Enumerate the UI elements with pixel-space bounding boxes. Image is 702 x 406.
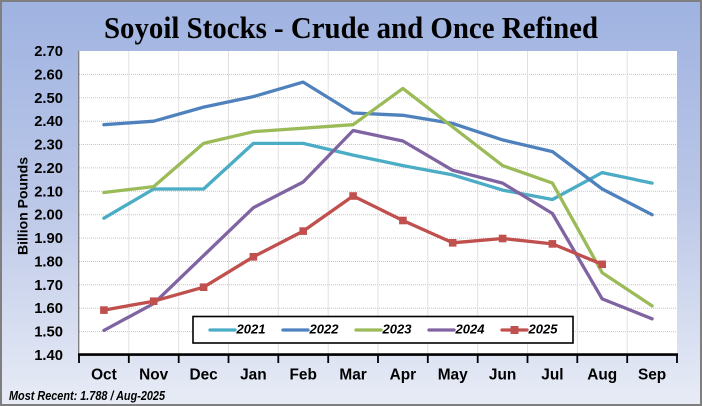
svg-text:2.10: 2.10 [34,184,63,200]
svg-text:Mar: Mar [339,367,366,384]
svg-text:2022: 2022 [309,321,340,336]
svg-text:2024: 2024 [455,321,486,336]
svg-text:1.40: 1.40 [34,348,63,364]
svg-text:2023: 2023 [382,321,413,336]
svg-text:Soyoil Stocks - Crude and Once: Soyoil Stocks - Crude and Once Refined [104,10,598,45]
svg-text:2.30: 2.30 [34,138,63,154]
svg-text:Apr: Apr [390,367,417,384]
svg-text:Billion Pounds: Billion Pounds [15,157,31,255]
svg-text:1.60: 1.60 [34,301,63,317]
svg-text:Sep: Sep [638,367,666,384]
svg-text:Nov: Nov [139,367,169,384]
svg-text:2.50: 2.50 [34,91,63,107]
svg-text:Aug: Aug [587,367,617,384]
svg-text:2.20: 2.20 [34,161,63,177]
svg-text:2.70: 2.70 [34,44,63,60]
svg-text:2.00: 2.00 [34,208,63,224]
svg-text:2.60: 2.60 [34,67,63,83]
svg-text:Dec: Dec [189,367,218,384]
svg-text:1.90: 1.90 [34,231,63,247]
svg-text:1.80: 1.80 [34,255,63,271]
svg-text:Most Recent: 1.788 / Aug-2025: Most Recent: 1.788 / Aug-2025 [9,388,166,403]
svg-text:Jul: Jul [541,367,563,384]
svg-text:2.40: 2.40 [34,114,63,130]
svg-text:Jan: Jan [240,367,267,384]
svg-text:Jun: Jun [489,367,516,384]
svg-text:1.70: 1.70 [34,278,63,294]
svg-text:2025: 2025 [528,321,559,336]
svg-text:May: May [438,367,468,384]
svg-text:Oct: Oct [91,367,117,384]
svg-text:Feb: Feb [290,367,317,384]
svg-text:1.50: 1.50 [34,325,63,341]
svg-text:2021: 2021 [236,321,266,336]
